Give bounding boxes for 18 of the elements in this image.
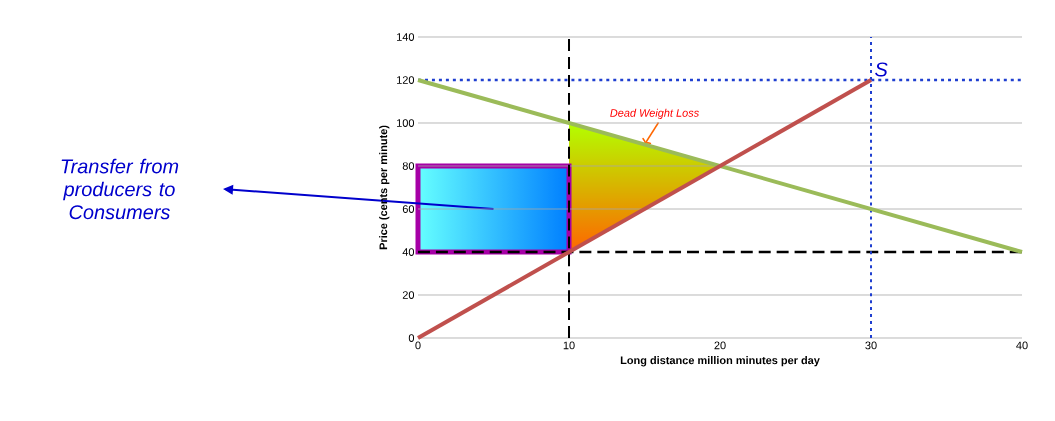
x-tick-label: 10	[563, 341, 575, 350]
x-axis-title: Long distance million minutes per day	[620, 356, 820, 367]
x-tick-label: 30	[865, 341, 877, 350]
y-tick-label: 60	[402, 205, 415, 213]
y-tick-label: 40	[402, 248, 415, 256]
y-axis-title: Price (cents per minute)	[379, 125, 390, 250]
y-tick-label: 80	[402, 162, 415, 170]
x-tick-label: 40	[1016, 341, 1028, 350]
annotation: Dead Weight Loss	[610, 108, 699, 119]
y-tick-label: 100	[397, 119, 415, 127]
y-tick-label: 0	[408, 334, 415, 342]
x-tick-label: 0	[415, 341, 421, 350]
y-tick-label: 120	[397, 76, 415, 84]
y-tick-label: 140	[397, 33, 415, 41]
text: Transfer from producers to Consumers	[61, 158, 179, 220]
y-tick-label: 20	[402, 291, 415, 299]
x-tick-label: 20	[714, 341, 726, 350]
annotation: S	[875, 62, 888, 77]
